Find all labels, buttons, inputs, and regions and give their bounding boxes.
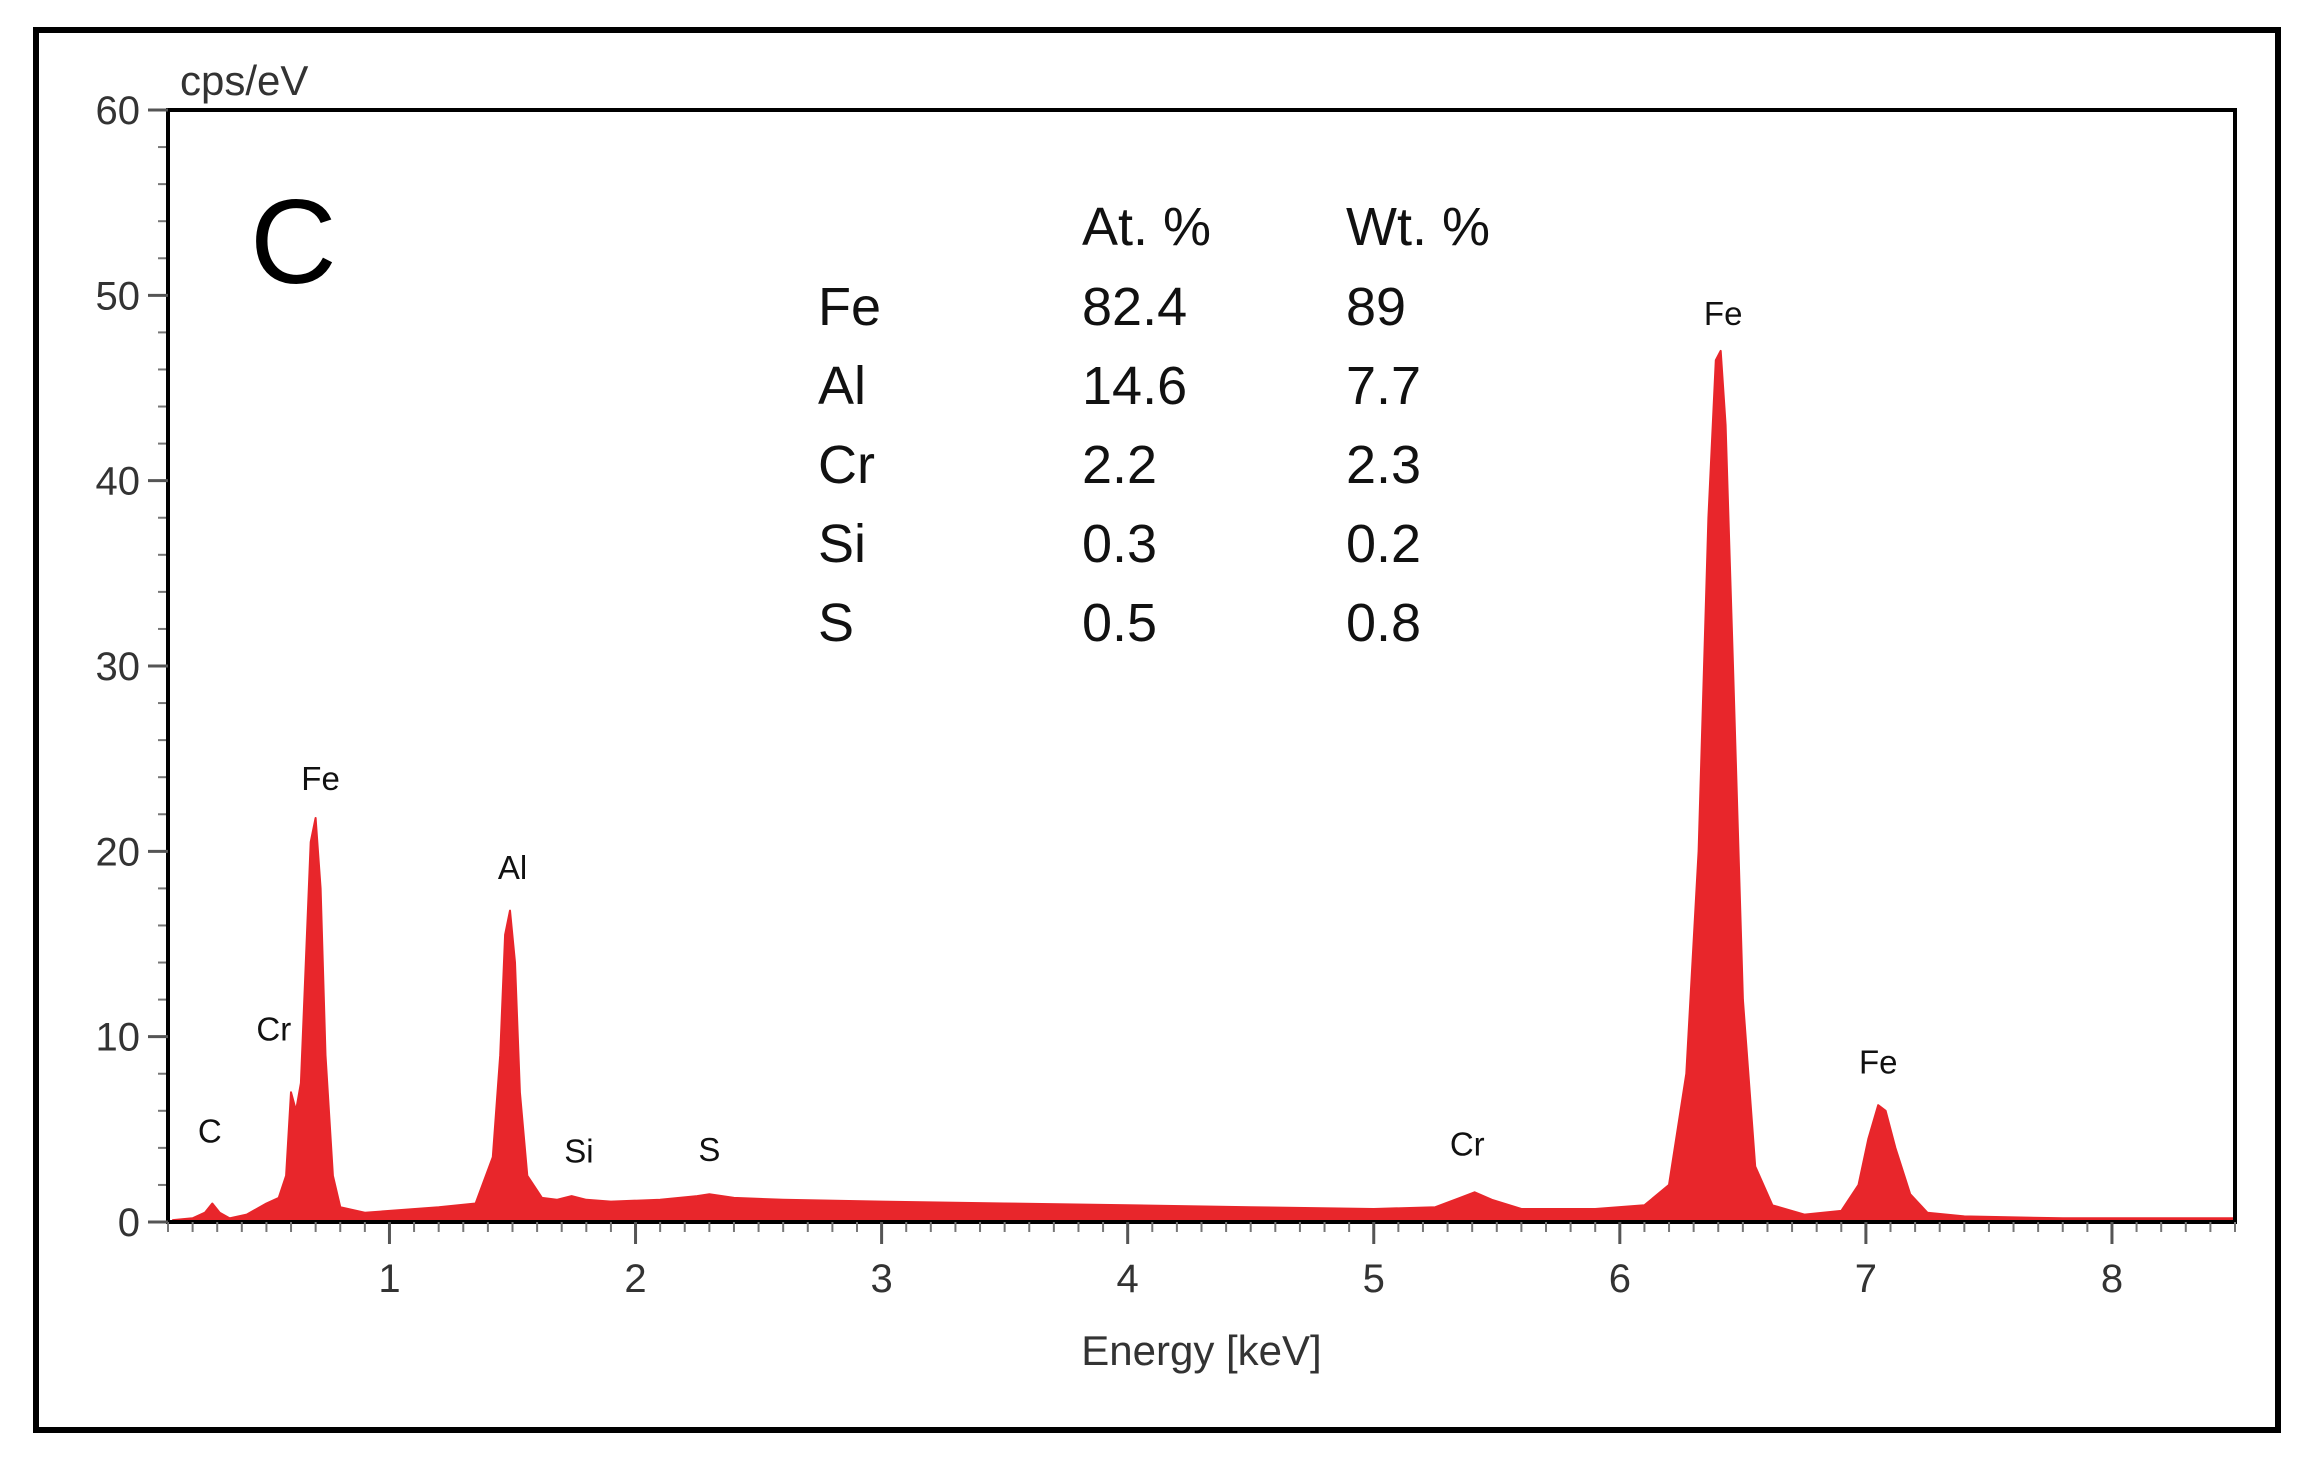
y-tick-label: 10	[96, 1016, 141, 1060]
y-tick-label: 60	[96, 89, 141, 133]
x-tick-label: 2	[624, 1257, 646, 1301]
panel-label: C	[250, 175, 337, 309]
table-header: At. %	[1082, 197, 1211, 257]
table-element: Fe	[818, 277, 881, 337]
y-axis: 0 10 20 30 40 50 60	[96, 89, 168, 1245]
y-tick-label: 40	[96, 460, 141, 504]
table-cell: 89	[1346, 277, 1406, 337]
y-axis-title: cps/eV	[180, 57, 308, 104]
table-cell: 82.4	[1082, 277, 1187, 337]
peak-label: Cr	[256, 1010, 291, 1047]
peak-label: C	[198, 1112, 222, 1149]
x-tick-label: 5	[1363, 1257, 1385, 1301]
spectrum-series	[171, 349, 2236, 1223]
table-cell: 0.2	[1346, 514, 1421, 574]
table-header: Wt. %	[1346, 197, 1490, 257]
x-axis: 1 2 3 4 5 6 7 8	[167, 1222, 2236, 1301]
x-tick-label: 1	[378, 1257, 400, 1301]
table-element: S	[818, 593, 854, 653]
peak-label: Fe	[1704, 295, 1743, 332]
table-cell: 2.3	[1346, 435, 1421, 495]
table-element: Cr	[818, 435, 875, 495]
table-cell: 0.3	[1082, 514, 1157, 574]
table-cell: 14.6	[1082, 356, 1187, 416]
table-cell: 2.2	[1082, 435, 1157, 495]
peak-label: S	[698, 1131, 720, 1168]
y-tick-label: 20	[96, 830, 141, 874]
table-cell: 0.5	[1082, 593, 1157, 653]
peak-label: Fe	[1859, 1044, 1898, 1081]
table-cell: 0.8	[1346, 593, 1421, 653]
x-tick-label: 7	[1855, 1257, 1877, 1301]
x-tick-label: 6	[1609, 1257, 1631, 1301]
peak-label: Fe	[301, 760, 340, 797]
peak-label: Si	[564, 1133, 593, 1170]
x-tick-label: 8	[2101, 1257, 2123, 1301]
y-tick-label: 30	[96, 645, 141, 689]
peak-labels: C Cr Fe Al Si S Cr Fe Fe	[198, 295, 1898, 1170]
table-element: Si	[818, 514, 866, 574]
peak-label: Al	[498, 849, 527, 886]
figure-frame	[33, 27, 2281, 1433]
y-tick-label: 0	[118, 1201, 140, 1245]
x-axis-title: Energy [keV]	[1081, 1327, 1321, 1374]
table-element: Al	[818, 356, 866, 416]
x-tick-label: 4	[1117, 1257, 1139, 1301]
spectrum-area-0	[171, 349, 2236, 1223]
table-cell: 7.7	[1346, 356, 1421, 416]
x-tick-label: 3	[870, 1257, 892, 1301]
composition-table: At. % Wt. % Fe 82.4 89 Al 14.6 7.7 Cr 2.2 2.3 Si 0.3…	[818, 197, 1490, 653]
y-tick-label: 50	[96, 274, 141, 318]
peak-label: Cr	[1450, 1125, 1485, 1162]
